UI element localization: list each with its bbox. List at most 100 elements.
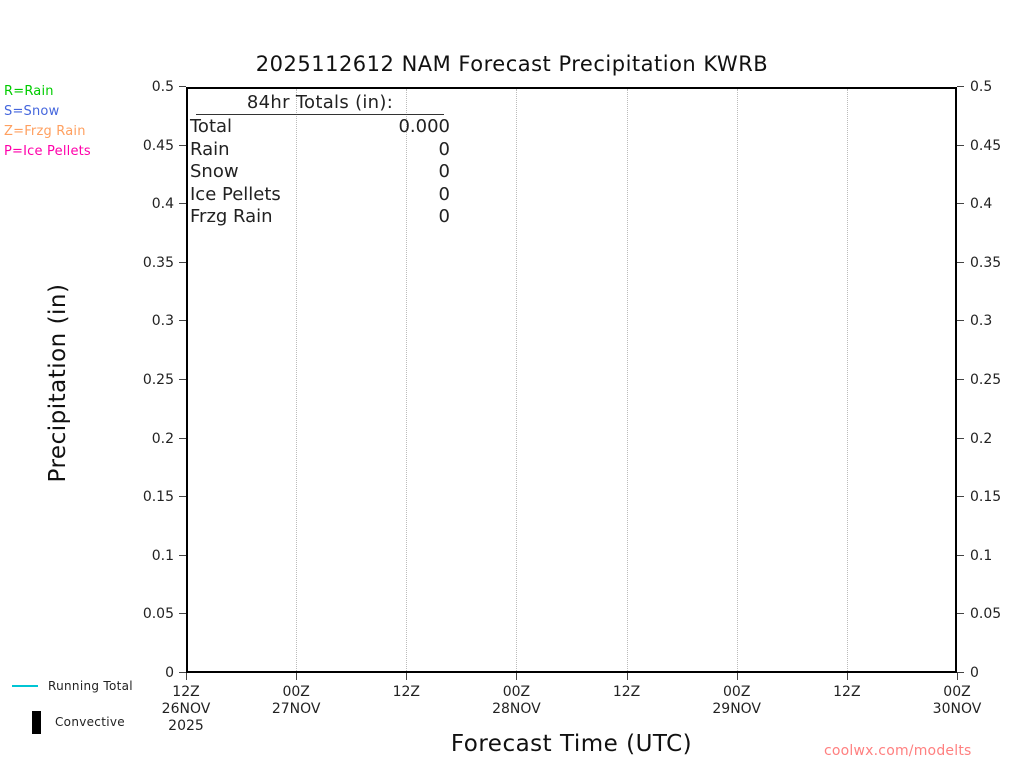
y-axis-tick-left <box>179 379 186 380</box>
y-axis-label-left: 0.3 <box>151 313 174 330</box>
y-axis-tick-right <box>957 672 964 673</box>
x-label-time: 00Z <box>282 684 310 700</box>
y-axis-tick-right <box>957 554 964 556</box>
y-axis-label-left: 0.05 <box>142 606 174 623</box>
y-axis-tick-left <box>179 86 186 87</box>
totals-row-ice-pellets: Ice Pellets 0 <box>190 184 450 207</box>
x-axis-label: 12Z 26NOV 2025 <box>126 684 246 735</box>
precip-type-rain: R=Rain <box>4 82 91 102</box>
y-axis-label-left: 0.5 <box>151 79 174 95</box>
y-axis-tick-right <box>957 496 964 498</box>
y-axis-label-left: 0.2 <box>151 430 174 447</box>
y-axis-label-right: 0.5 <box>970 79 993 95</box>
y-axis-label-right: 0.35 <box>970 254 1002 271</box>
x-axis-tick <box>626 673 628 680</box>
y-axis-label-left: 0.15 <box>142 489 174 506</box>
x-label-time: 12Z <box>392 684 420 700</box>
x-axis-label: 00Z 28NOV <box>456 684 576 718</box>
convective-bar-swatch-icon <box>32 710 41 734</box>
precip-type-rain-label: R=Rain <box>4 84 54 99</box>
x-label-time: 00Z <box>943 684 971 700</box>
legend-entry-convective: Convective <box>12 704 133 740</box>
precip-type-ice-pellets: P=Ice Pellets <box>4 142 91 162</box>
running-total-line-swatch-icon <box>12 685 38 687</box>
page-title: 2025112612 NAM Forecast Precipitation KW… <box>255 52 769 76</box>
totals-box: 84hr Totals (in): Total 0.000 Rain 0 Sno… <box>190 92 450 229</box>
x-axis-label: 00Z 30NOV <box>897 684 1017 718</box>
precip-type-ice-pellets-label: P=Ice Pellets <box>4 144 91 159</box>
y-axis-tick-left <box>179 613 186 615</box>
precip-type-snow-label: S=Snow <box>4 104 60 119</box>
y-axis-label-left: 0.35 <box>142 254 174 271</box>
plot-inner <box>188 89 955 671</box>
y-axis-label-right: 0.25 <box>970 372 1002 388</box>
y-axis-label-right: 0.1 <box>970 547 993 564</box>
x-label-date: 28NOV <box>492 701 541 717</box>
totals-label-ice-pellets: Ice Pellets <box>190 183 281 205</box>
y-axis-tick-left <box>179 554 186 556</box>
x-axis-label: 00Z 27NOV <box>236 684 356 718</box>
precip-type-legend: R=Rain S=Snow Z=Frzg Rain P=Ice Pellets <box>4 82 91 162</box>
y-axis-tick-right <box>957 437 964 439</box>
y-axis-label-right: 0.45 <box>970 137 1002 154</box>
x-axis-tick <box>957 673 958 680</box>
totals-value-total: 0.000 <box>398 116 450 137</box>
x-axis-label: 12Z <box>567 684 687 701</box>
y-axis-label-right: 0.3 <box>970 313 993 330</box>
totals-label-snow: Snow <box>190 161 239 182</box>
x-axis-label: 00Z 29NOV <box>677 684 797 718</box>
totals-label-total: Total <box>190 116 233 137</box>
y-axis-tick-left <box>179 672 186 673</box>
totals-value-snow: 0 <box>438 161 450 182</box>
y-axis-label-right: 0 <box>970 665 979 681</box>
y-axis-label-right: 0.4 <box>970 196 993 213</box>
x-label-time: 00Z <box>723 684 751 700</box>
x-axis-label: 12Z <box>787 684 907 701</box>
x-label-time: 12Z <box>612 684 641 700</box>
x-label-date: 30NOV <box>932 701 982 717</box>
x-axis-tick <box>296 673 298 680</box>
y-axis-label-left: 0.1 <box>151 547 174 564</box>
precip-type-frzg-rain: Z=Frzg Rain <box>4 122 91 142</box>
totals-label-rain: Rain <box>190 138 230 160</box>
totals-row-rain: Rain 0 <box>190 139 450 162</box>
watermark: coolwx.com/modelts <box>824 743 972 759</box>
gridline-vertical <box>516 89 518 671</box>
totals-heading: 84hr Totals (in): <box>196 92 444 115</box>
x-axis-tick <box>736 673 738 680</box>
totals-row-frzg-rain: Frzg Rain 0 <box>190 206 450 229</box>
y-axis-tick-left <box>179 320 186 322</box>
x-axis-title: Forecast Time (UTC) <box>450 731 693 757</box>
y-axis-tick-right <box>957 379 964 380</box>
y-axis-label-right: 0.2 <box>970 430 993 447</box>
y-axis-tick-left <box>179 144 186 146</box>
totals-row-total: Total 0.000 <box>190 116 450 139</box>
gridline-vertical <box>406 89 408 671</box>
gridline-vertical <box>296 89 298 671</box>
x-label-time: 00Z <box>502 684 531 700</box>
totals-row-snow: Snow 0 <box>190 161 450 184</box>
legend-entry-running-total: Running Total <box>12 668 133 704</box>
x-axis-tick <box>846 673 848 680</box>
plot-area <box>186 87 957 673</box>
x-axis-tick <box>406 673 408 680</box>
y-axis-tick-left <box>179 437 186 439</box>
y-axis-label-left: 0.4 <box>151 196 174 213</box>
y-axis-tick-right <box>957 613 964 615</box>
gridline-vertical <box>626 89 629 671</box>
totals-label-frzg-rain: Frzg Rain <box>190 206 273 227</box>
legend-label-running-total: Running Total <box>48 679 133 693</box>
y-axis-tick-left <box>179 203 186 205</box>
precip-type-snow: S=Snow <box>4 102 91 122</box>
x-axis-tick <box>516 673 518 680</box>
gridline-vertical <box>736 89 739 671</box>
series-legend: Running Total Convective <box>12 668 133 740</box>
y-axis-tick-right <box>957 320 964 322</box>
totals-value-frzg-rain: 0 <box>438 206 450 227</box>
y-axis-tick-right <box>957 261 964 263</box>
gridline-vertical <box>846 89 849 671</box>
y-axis-label-right: 0.15 <box>970 489 1002 506</box>
y-axis-tick-left <box>179 261 186 263</box>
y-axis-tick-right <box>957 86 964 87</box>
x-axis-tick <box>186 673 187 680</box>
